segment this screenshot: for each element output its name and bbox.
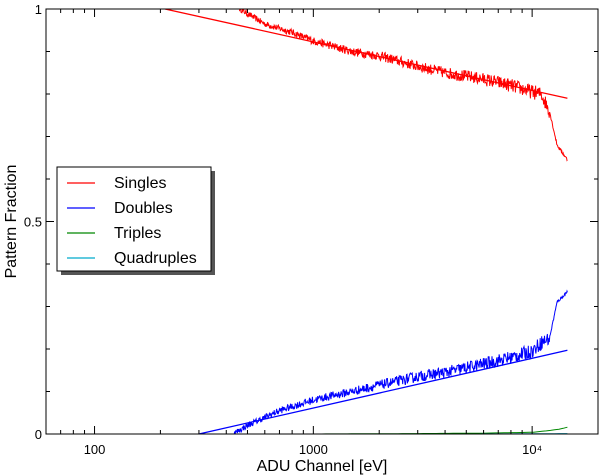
series-layer (164, 9, 568, 434)
series-line-doubles (233, 289, 568, 434)
legend-label-triples: Triples (114, 225, 161, 242)
series-line-triples (313, 426, 568, 434)
x-tick-label: 10⁴ (522, 442, 542, 457)
x-axis-label: ADU Channel [eV] (257, 458, 388, 475)
y-tick-label: 0.5 (24, 215, 42, 230)
y-tick-label: 0 (35, 427, 42, 442)
series-line-singles (239, 9, 568, 162)
legend: Singles Doubles Triples Quadruples (56, 166, 215, 275)
legend-box (56, 166, 212, 272)
legend-label-quadruples: Quadruples (114, 250, 197, 267)
x-tick-label: 100 (84, 442, 106, 457)
y-tick-label: 1 (35, 2, 42, 17)
y-axis-label: Pattern Fraction (3, 165, 20, 279)
x-tick-label: 1000 (299, 442, 328, 457)
legend-label-doubles: Doubles (114, 200, 173, 217)
legend-label-singles: Singles (114, 175, 166, 192)
ticks-layer: 100 1000 10⁴ 0 0.5 1 (24, 2, 599, 457)
